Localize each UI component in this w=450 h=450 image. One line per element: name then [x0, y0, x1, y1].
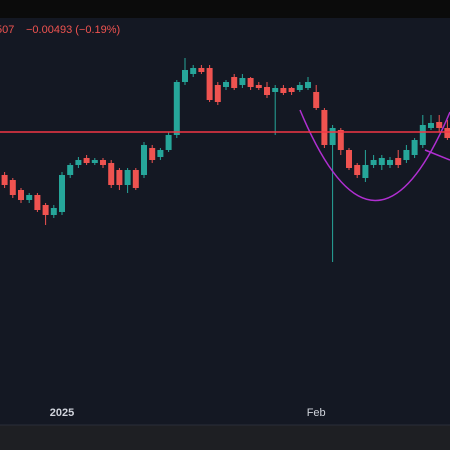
candle-body	[395, 158, 402, 165]
candle-body	[411, 140, 418, 155]
candle-body	[354, 165, 361, 175]
candle-body	[296, 85, 303, 90]
candle-body	[337, 130, 344, 150]
candle-body	[428, 123, 434, 128]
candle-body	[231, 77, 238, 88]
header-price: 507	[0, 24, 14, 36]
candle-body	[329, 128, 336, 145]
candle-body	[362, 165, 369, 178]
candle-body	[132, 170, 139, 188]
candle-body	[190, 68, 197, 74]
candle-body	[346, 150, 352, 168]
candle-body	[50, 208, 57, 215]
candle-body	[149, 148, 156, 160]
candle-body	[165, 135, 172, 150]
candle-body	[67, 165, 74, 175]
bottom-bar	[0, 425, 450, 450]
candle-body	[182, 70, 188, 82]
trend-drawing	[424, 149, 450, 161]
candle-body	[59, 175, 65, 212]
candles	[1, 58, 450, 262]
candle-body	[272, 88, 279, 92]
x-tick-label: 2025	[50, 407, 74, 419]
candle-body	[378, 158, 385, 165]
candle-body	[173, 82, 180, 135]
candle-body	[370, 160, 377, 165]
candle-body	[387, 160, 393, 165]
x-tick-label: Feb	[307, 407, 326, 419]
candle-body	[239, 78, 246, 85]
candle-body	[436, 122, 443, 128]
candle-body	[18, 190, 24, 200]
candle-body	[288, 88, 295, 92]
candle-body	[75, 160, 82, 165]
candle-body	[214, 85, 221, 102]
candle-body	[26, 195, 33, 200]
candle-body	[34, 195, 41, 210]
top-bar	[0, 0, 450, 18]
candle-body	[206, 68, 213, 100]
candle-body	[9, 180, 16, 195]
candle-body	[305, 82, 311, 88]
header-change: −0.00493 (−0.19%)	[26, 24, 120, 36]
candle-body	[83, 158, 90, 163]
candle-body	[91, 160, 98, 163]
candle-body	[321, 110, 328, 145]
candle-body	[124, 170, 131, 185]
candle-body	[100, 160, 106, 165]
candle-body	[42, 205, 49, 215]
candle-body	[444, 128, 450, 138]
candle-body	[255, 85, 262, 88]
candle-body	[1, 175, 8, 185]
candle-body	[116, 170, 123, 185]
candle-body	[157, 150, 164, 157]
candle-body	[264, 87, 270, 95]
candle-body	[223, 82, 229, 87]
candle-body	[419, 125, 426, 145]
candle-body	[141, 145, 147, 175]
candle-body	[313, 92, 320, 108]
candle-body	[280, 88, 287, 93]
candle-body	[108, 163, 115, 185]
candle-body	[247, 78, 254, 87]
candle-body	[403, 150, 410, 160]
candle-body	[198, 68, 205, 72]
